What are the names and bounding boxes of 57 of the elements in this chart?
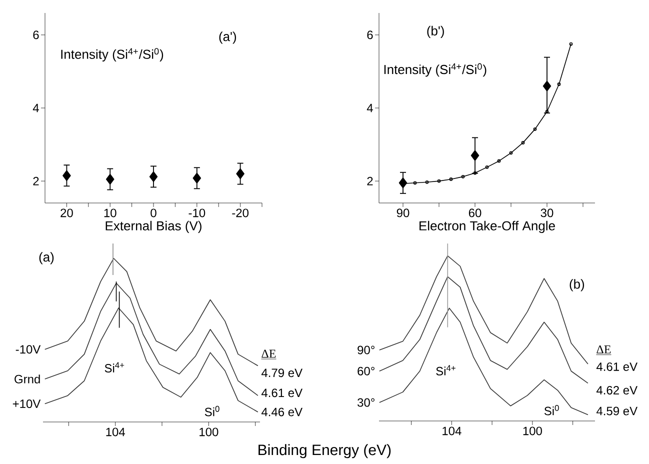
x-axis-title: Electron Take-Off Angle — [420, 220, 555, 233]
text: ΔE — [596, 345, 611, 354]
point — [485, 165, 489, 169]
series-label: -10V — [16, 345, 41, 354]
text: (b') — [427, 26, 444, 38]
y-axis-title: Intensity (Si$^{4+}$/Si$^{0}$) — [384, 63, 486, 77]
point — [461, 174, 465, 178]
point — [413, 181, 417, 185]
text: (a) — [39, 252, 54, 264]
x-tick-label: -20 — [232, 208, 249, 218]
y-tick-label: 6 — [367, 30, 373, 40]
y-tick-label: 6 — [33, 30, 39, 40]
x-tick-label: 20 — [60, 208, 73, 218]
y-tick-label: 4 — [32, 104, 39, 112]
annotation: Si$^{0}$ — [204, 406, 220, 416]
point — [425, 180, 429, 184]
series-label: Grnd — [14, 374, 40, 384]
series-label: 60° — [358, 366, 374, 376]
text: 4.46 eV — [261, 408, 303, 416]
text: 4.79 eV — [261, 368, 303, 378]
x-tick-label: -10 — [188, 208, 206, 218]
point — [449, 178, 453, 181]
point — [521, 140, 525, 144]
annotation: Si$^{4+}$ — [104, 362, 124, 373]
text: (a') — [219, 32, 236, 44]
x-axis-title: External Bias (V) — [106, 220, 202, 233]
point — [470, 150, 480, 161]
x-tick-label: 104 — [106, 428, 125, 436]
y-tick-label: 2 — [367, 176, 373, 186]
x-tick-label: 30 — [540, 208, 554, 218]
text: 4.62 eV — [596, 386, 638, 394]
point — [533, 127, 537, 131]
point — [557, 82, 561, 86]
y-axis-title: Intensity (Si$^{4+}$/Si$^{0}$) — [61, 48, 164, 62]
text: 4.61 eV — [596, 362, 638, 371]
y-tick-label: 2 — [33, 176, 39, 186]
annotation: Si$^{4+}$ — [436, 365, 456, 376]
x-tick-label: 104 — [442, 426, 462, 436]
point — [398, 177, 408, 188]
x-tick-label: 100 — [523, 426, 542, 436]
series-label: +10V — [12, 400, 41, 408]
point — [509, 151, 513, 155]
x-axis-title: Binding Energy (eV) — [258, 444, 391, 458]
point — [542, 80, 552, 92]
series-label: 90° — [358, 346, 374, 354]
x-tick-label: 0 — [150, 208, 156, 218]
x-tick-label: 100 — [200, 428, 218, 436]
y-tick-label: 4 — [366, 104, 373, 112]
text: ΔE — [262, 350, 276, 358]
x-tick-label: 10 — [104, 208, 116, 218]
text: (b) — [570, 279, 584, 292]
text: 4.59 eV — [596, 406, 638, 416]
x-tick-label: 90 — [396, 208, 410, 218]
series-label: 30° — [358, 398, 374, 407]
text: 4.61 eV — [261, 388, 303, 398]
x-tick-label: 60 — [468, 208, 482, 218]
annotation: Si$^{0}$ — [544, 404, 559, 416]
